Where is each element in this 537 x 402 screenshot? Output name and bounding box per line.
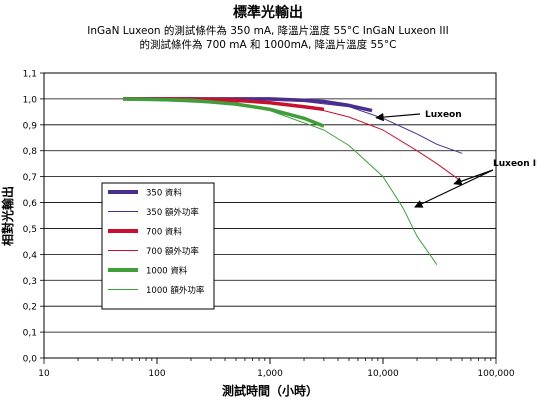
legend-label-2: 700 資料 — [146, 227, 182, 238]
series-line-4 — [122, 97, 325, 128]
annotations: Luxeon Luxeon III — [375, 110, 537, 208]
y-tick-label: 0,9 — [23, 121, 38, 131]
y-tick-label: 0,1 — [23, 329, 37, 339]
y-tick-label: 0,4 — [23, 251, 38, 261]
y-tick-label: 0,6 — [23, 199, 38, 209]
annotation-arrow-luxeon-iii-0 — [453, 169, 494, 186]
axis-ticks: 0,0 0,1 0,2 0,3 0,4 0,5 0,6 0,7 0,8 0,9 1,0 1,1 10 10… — [23, 70, 515, 380]
series-line-3 — [122, 98, 463, 183]
series-line-5 — [122, 98, 438, 265]
legend-label-4: 1000 資料 — [146, 266, 188, 277]
y-tick-label: 0,7 — [23, 173, 37, 183]
y-tick-label: 1,1 — [23, 70, 37, 80]
legend-label-5: 1000 額外功率 — [146, 285, 205, 296]
chart-subtitle-line-1: InGaN Luxeon 的測試條件為 350 mA, 降溫片溫度 55°C I… — [87, 24, 448, 37]
y-tick-label: 0,8 — [23, 147, 38, 157]
annotation-arrow-luxeon-iii-1 — [414, 169, 494, 208]
chart-subtitle-line-2: 的測試條件為 700 mA 和 1000mA, 降溫片溫度 55°C — [140, 38, 397, 51]
x-tick-label: 100,000 — [477, 369, 514, 379]
x-tick-label: 10 — [38, 369, 50, 379]
annotation-luxeon-iii: Luxeon III — [493, 159, 537, 169]
x-axis-label: 測試時間（小時） — [222, 383, 318, 398]
series-line-1 — [122, 98, 463, 154]
y-tick-label: 0,2 — [23, 303, 37, 313]
legend-label-3: 700 額外功率 — [146, 246, 199, 257]
legend-box — [101, 182, 215, 310]
y-tick-label: 0,3 — [23, 277, 37, 287]
x-tick-label: 10,000 — [367, 369, 399, 379]
annotation-arrow-luxeon — [375, 112, 421, 122]
annotation-luxeon: Luxeon — [425, 110, 462, 120]
series-lines — [122, 97, 463, 265]
x-tick-label: 100 — [148, 369, 165, 379]
y-tick-label: 1,0 — [23, 95, 38, 105]
y-tick-label: 0,0 — [23, 355, 38, 365]
chart-title: 標準光輸出 — [233, 4, 303, 21]
legend-label-1: 350 額外功率 — [146, 207, 199, 218]
y-tick-label: 0,5 — [23, 225, 37, 235]
x-tick-label: 1,000 — [257, 369, 283, 379]
y-axis-label: 相對光輸出 — [0, 186, 15, 246]
legend-label-0: 350 資料 — [146, 188, 182, 199]
legend: 350 資料 350 額外功率 700 資料 700 額外功率 1000 資料 1000 … — [101, 182, 215, 310]
